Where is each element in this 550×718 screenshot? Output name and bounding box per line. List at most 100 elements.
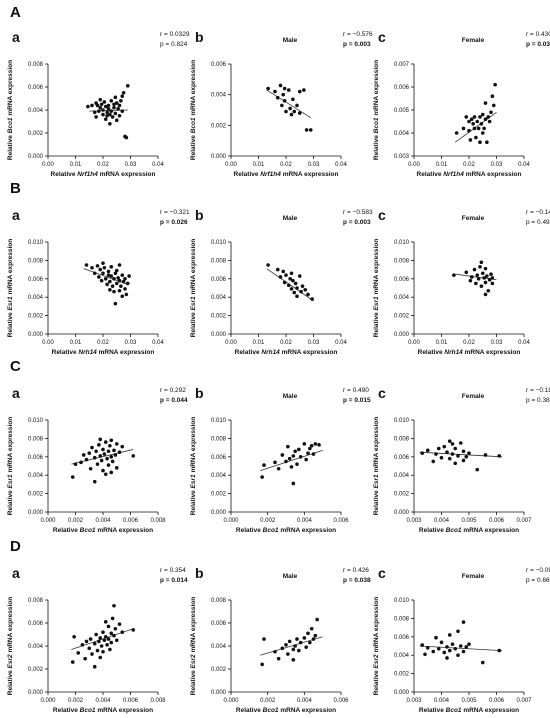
data-point (497, 454, 502, 458)
data-point (474, 135, 478, 140)
x-tick-label: 0.01 (70, 162, 82, 168)
y-tick-label: 0.000 (211, 154, 227, 160)
section-letter: A (10, 4, 21, 21)
x-tick-label: 0.002 (68, 698, 84, 704)
data-point (101, 261, 105, 265)
panel-letter: a (12, 207, 20, 223)
x-tick-label: 0.03 (308, 340, 320, 346)
data-point (282, 86, 287, 91)
data-point (287, 456, 292, 461)
panel-letter: b (195, 207, 204, 223)
x-tick-label: 0.02 (463, 340, 475, 346)
data-point (475, 467, 480, 472)
y-tick-label: 0.006 (28, 621, 44, 627)
y-tick-label: 0.007 (394, 62, 410, 68)
y-tick-label: 0.000 (394, 690, 410, 696)
data-point (273, 460, 277, 465)
data-point (120, 444, 125, 449)
data-point (281, 269, 286, 274)
data-point (293, 449, 297, 454)
x-tick-label: 0.04 (152, 162, 164, 168)
x-tick-label: 0.003 (406, 698, 422, 704)
data-point (478, 140, 482, 144)
data-point (102, 452, 107, 456)
data-point (92, 455, 97, 460)
data-point (304, 128, 309, 132)
x-tick-label: 0.002 (68, 518, 84, 524)
data-point (106, 103, 111, 108)
data-point (113, 301, 118, 306)
data-point (425, 646, 430, 650)
data-point (114, 101, 119, 105)
y-tick-label: 0.002 (394, 672, 410, 678)
r-value: r = 0.354 (160, 567, 186, 574)
data-point (92, 664, 97, 669)
r-value: r = −0.576 (343, 31, 373, 38)
p-value: p = 0.038 (343, 577, 371, 584)
data-point (288, 277, 292, 281)
data-point (306, 451, 310, 455)
data-point (291, 97, 295, 102)
data-point (293, 644, 297, 648)
y-tick-label: 0.010 (28, 240, 44, 246)
panel-title: Male (283, 393, 298, 400)
data-point (120, 109, 125, 113)
y-axis-label: Relative Esr2 mRNA expression (373, 597, 380, 695)
data-point (108, 443, 112, 448)
data-point (103, 277, 108, 281)
data-point (127, 274, 131, 278)
data-point (80, 643, 85, 647)
data-point (266, 263, 270, 267)
data-point (286, 88, 291, 92)
data-point (106, 107, 111, 111)
data-point (114, 638, 119, 643)
data-point (289, 465, 294, 469)
panel-letter: a (12, 385, 20, 401)
data-point (109, 455, 114, 459)
data-point (467, 451, 471, 455)
data-point (113, 95, 118, 100)
y-tick-label: 0.004 (394, 473, 410, 479)
r-value: r = −0.583 (343, 209, 373, 216)
data-point (487, 277, 492, 282)
data-point (92, 479, 97, 484)
data-point (106, 269, 111, 274)
data-point (121, 90, 126, 95)
data-point (105, 282, 109, 287)
data-point (493, 82, 497, 87)
data-point (479, 284, 484, 288)
data-point (106, 449, 111, 454)
y-axis-label: Relative Esr2 mRNA expression (7, 597, 14, 695)
panel-dc: c Female r = −0.0938 p = 0.663 0.000 0.002 0.0… (373, 565, 550, 714)
y-tick-label: 0.002 (28, 131, 44, 137)
y-tick-label: 0.006 (211, 621, 227, 627)
data-point (461, 649, 466, 654)
x-tick-label: 0.004 (95, 698, 111, 704)
x-axis-label: Relative Nrh14 mRNA expression (235, 349, 338, 356)
data-point (113, 453, 118, 457)
data-point (103, 472, 108, 477)
y-tick-label: 0.002 (28, 314, 44, 320)
data-point (124, 135, 129, 140)
r-value: r = 0.490 (343, 387, 369, 394)
data-point (103, 117, 108, 121)
data-point (306, 631, 310, 636)
data-point (110, 284, 115, 288)
data-point (286, 283, 291, 288)
data-point (90, 445, 94, 450)
panel-letter: a (12, 565, 20, 581)
data-point (447, 633, 452, 637)
x-tick-label: 0.005 (461, 698, 477, 704)
data-point (260, 475, 264, 479)
x-tick-label: 0.02 (280, 162, 292, 168)
y-tick-label: 0.004 (211, 473, 227, 479)
data-point (278, 83, 283, 88)
x-tick-label: 0.002 (260, 518, 276, 524)
y-tick-label: 0.000 (211, 690, 227, 696)
data-point (450, 442, 455, 446)
x-tick-label: 0.01 (436, 340, 448, 346)
data-point (131, 628, 136, 632)
data-point (288, 106, 292, 111)
x-tick-label: 0.03 (491, 340, 503, 346)
panel-letter: c (378, 565, 386, 581)
